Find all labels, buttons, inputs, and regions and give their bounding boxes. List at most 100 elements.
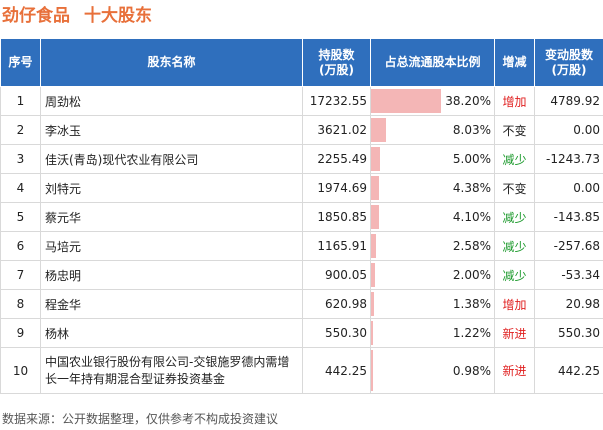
col-header-index: 序号 [0,38,41,87]
ratio-bar [371,321,374,345]
shares-held: 442.25 [302,347,371,394]
table-row: 10 中国农业银行股份有限公司-交银施罗德内需增长一年持有期混合型证券投资基金 44… [0,347,603,394]
shareholder-name: 马培元 [40,231,303,261]
ratio-bar [371,234,376,258]
change-status: 减少 [494,231,535,261]
share-delta: 550.30 [534,318,603,348]
share-delta: -1243.73 [534,144,603,174]
shareholder-name: 李冰玉 [40,115,303,145]
shareholder-name: 中国农业银行股份有限公司-交银施罗德内需增长一年持有期混合型证券投资基金 [40,347,303,394]
change-status: 新进 [494,318,535,348]
table-row: 4 刘特元 1974.69 4.38% 不变 0.00 [0,173,603,203]
col-header-ratio: 占总流通股本比例 [370,38,495,87]
ratio-cell: 1.38% [370,289,495,319]
ratio-value: 4.38% [452,181,491,195]
ratio-bar [371,147,381,171]
ratio-value: 1.38% [452,297,491,311]
row-index: 7 [0,260,41,290]
table-row: 1 周劲松 17232.55 38.20% 增加 4789.92 [0,86,603,116]
change-status: 减少 [494,202,535,232]
change-status: 增加 [494,86,535,116]
ratio-bar [371,205,379,229]
shares-held: 1974.69 [302,173,371,203]
share-delta: -257.68 [534,231,603,261]
ratio-bar [371,118,386,142]
row-index: 4 [0,173,41,203]
share-delta: 0.00 [534,173,603,203]
table-header-row: 序号 股东名称 持股数 (万股) 占总流通股本比例 增减 变动股数 (万股) [0,38,603,87]
ratio-value: 5.00% [452,152,491,166]
ratio-bar [371,176,380,200]
change-status: 不变 [494,173,535,203]
row-index: 2 [0,115,41,145]
shares-held: 1165.91 [302,231,371,261]
share-delta: -143.85 [534,202,603,232]
ratio-cell: 2.58% [370,231,495,261]
ratio-value: 8.03% [452,123,491,137]
change-status: 减少 [494,144,535,174]
change-status: 增加 [494,289,535,319]
ratio-value: 1.22% [452,326,491,340]
shares-held: 17232.55 [302,86,371,116]
shareholder-name: 蔡元华 [40,202,303,232]
col-header-shares: 持股数 (万股) [302,38,371,87]
ratio-bar [371,263,375,287]
table-row: 5 蔡元华 1850.85 4.10% 减少 -143.85 [0,202,603,232]
change-status: 新进 [494,347,535,394]
table-row: 2 李冰玉 3621.02 8.03% 不变 0.00 [0,115,603,145]
table-row: 7 杨忠明 900.05 2.00% 减少 -53.34 [0,260,603,290]
shareholder-name: 佳沃(青岛)现代农业有限公司 [40,144,303,174]
change-status: 不变 [494,115,535,145]
shares-held: 2255.49 [302,144,371,174]
ratio-cell: 4.10% [370,202,495,232]
ratio-value: 2.00% [452,268,491,282]
ratio-value: 0.98% [452,363,491,378]
shares-held: 620.98 [302,289,371,319]
col-header-delta: 变动股数 (万股) [534,38,603,87]
ratio-value: 4.10% [452,210,491,224]
ratio-bar [371,350,373,391]
row-index: 9 [0,318,41,348]
share-delta: -53.34 [534,260,603,290]
data-source-note: 数据来源：公开数据整理，仅供参考不构成投资建议 [2,412,279,426]
table-row: 6 马培元 1165.91 2.58% 减少 -257.68 [0,231,603,261]
table-subject: 十大股东 [84,6,152,26]
shareholder-name: 杨忠明 [40,260,303,290]
table-row: 8 程金华 620.98 1.38% 增加 20.98 [0,289,603,319]
ratio-cell: 5.00% [370,144,495,174]
row-index: 3 [0,144,41,174]
row-index: 1 [0,86,41,116]
company-name: 劲仔食品 [2,6,70,26]
share-delta: 4789.92 [534,86,603,116]
share-delta: 442.25 [534,347,603,394]
shares-held: 550.30 [302,318,371,348]
shares-held: 1850.85 [302,202,371,232]
col-header-change: 增减 [494,38,535,87]
row-index: 5 [0,202,41,232]
shareholder-name: 刘特元 [40,173,303,203]
shareholder-name: 周劲松 [40,86,303,116]
share-delta: 20.98 [534,289,603,319]
shareholders-table: 序号 股东名称 持股数 (万股) 占总流通股本比例 增减 变动股数 (万股) 1 周劲… [0,38,603,394]
table-row: 9 杨林 550.30 1.22% 新进 550.30 [0,318,603,348]
ratio-cell: 8.03% [370,115,495,145]
table-row: 3 佳沃(青岛)现代农业有限公司 2255.49 5.00% 减少 -1243.73 [0,144,603,174]
shareholder-name: 程金华 [40,289,303,319]
ratio-cell: 2.00% [370,260,495,290]
ratio-bar [371,292,374,316]
ratio-cell: 1.22% [370,318,495,348]
shares-held: 900.05 [302,260,371,290]
shareholder-name: 杨林 [40,318,303,348]
col-header-name: 股东名称 [40,38,303,87]
ratio-value: 38.20% [445,94,491,108]
page-title: 劲仔食品 十大股东 [2,2,152,30]
ratio-value: 2.58% [452,239,491,253]
ratio-bar [371,89,441,113]
ratio-cell: 4.38% [370,173,495,203]
change-status: 减少 [494,260,535,290]
row-index: 10 [0,347,41,394]
row-index: 8 [0,289,41,319]
ratio-cell: 0.98% [370,347,495,394]
share-delta: 0.00 [534,115,603,145]
ratio-cell: 38.20% [370,86,495,116]
